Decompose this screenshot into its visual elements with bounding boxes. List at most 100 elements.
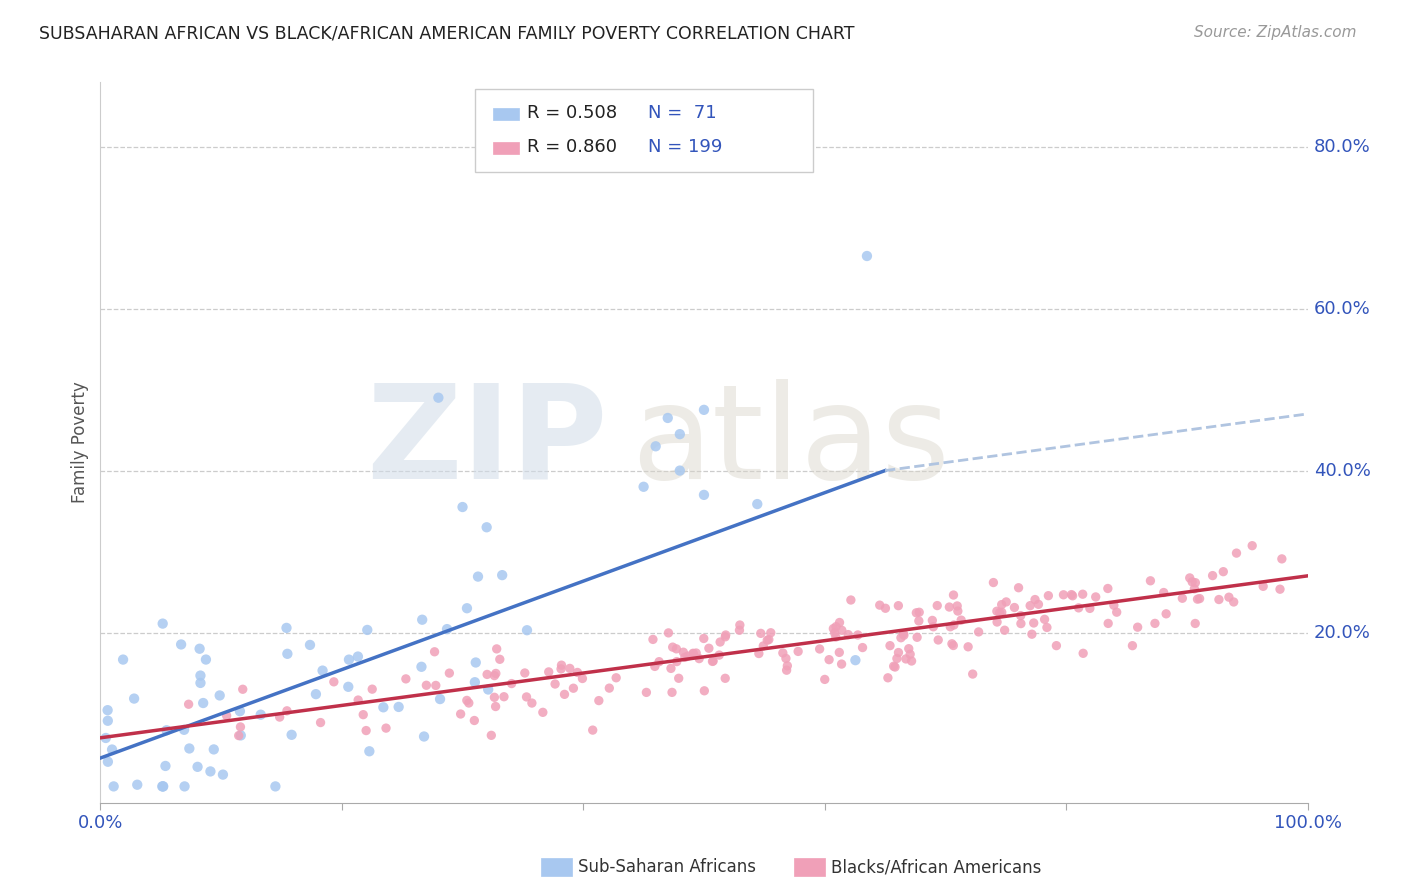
Point [1182, 582, 1205, 596]
Point [488, 652, 510, 666]
Point [193, 696, 215, 710]
Point [605, 671, 627, 685]
Point [828, 645, 851, 659]
Point [927, 599, 949, 613]
Point [897, 641, 920, 656]
Point [94, 731, 117, 745]
Text: Source: ZipAtlas.com: Source: ZipAtlas.com [1194, 25, 1357, 40]
Point [550, 662, 572, 676]
Point [450, 706, 472, 721]
Point [887, 646, 910, 660]
Point [1002, 600, 1025, 615]
Bar [492, 109, 519, 120]
Point [103, 780, 125, 794]
Point [354, 723, 377, 738]
Point [457, 696, 479, 710]
Point [883, 659, 905, 673]
Point [831, 657, 853, 671]
Point [714, 671, 737, 685]
Point [1038, 589, 1060, 603]
Point [967, 624, 990, 639]
Point [669, 427, 692, 442]
Point [1045, 639, 1067, 653]
Point [190, 676, 212, 690]
Point [877, 671, 900, 685]
Point [1139, 574, 1161, 588]
Point [728, 624, 751, 638]
Point [194, 652, 217, 666]
Point [1021, 627, 1043, 641]
Point [550, 658, 572, 673]
Point [464, 675, 486, 690]
Point [1188, 591, 1211, 606]
Point [894, 652, 917, 666]
Text: Sub-Saharan Africans: Sub-Saharan Africans [578, 858, 756, 876]
Point [927, 632, 949, 647]
Point [787, 644, 810, 658]
Point [249, 707, 271, 722]
Point [492, 690, 515, 704]
Point [229, 704, 252, 718]
Point [946, 604, 969, 618]
Point [276, 704, 298, 718]
Point [1184, 575, 1206, 590]
Point [747, 497, 769, 511]
Point [152, 780, 174, 794]
Point [633, 480, 655, 494]
Point [1171, 591, 1194, 606]
Point [361, 682, 384, 697]
Point [173, 780, 195, 794]
Point [879, 639, 901, 653]
Point [427, 391, 450, 405]
Point [1218, 591, 1240, 605]
Point [990, 605, 1012, 619]
Point [179, 741, 201, 756]
Point [187, 760, 209, 774]
Point [898, 647, 921, 661]
Text: Blacks/African Americans: Blacks/African Americans [831, 858, 1042, 876]
Point [1097, 616, 1119, 631]
Point [122, 691, 145, 706]
Point [1154, 607, 1177, 621]
Point [558, 661, 581, 675]
Point [439, 666, 461, 681]
Point [1268, 582, 1291, 597]
Point [942, 618, 965, 632]
Text: R = 0.860: R = 0.860 [527, 137, 617, 156]
Point [776, 658, 799, 673]
Point [356, 623, 378, 637]
Point [824, 630, 846, 644]
Point [846, 628, 869, 642]
Point [831, 624, 853, 638]
Text: 80.0%: 80.0% [1313, 137, 1371, 156]
Point [429, 692, 451, 706]
Point [484, 668, 506, 682]
Point [1105, 605, 1128, 619]
Point [983, 575, 1005, 590]
Text: 40.0%: 40.0% [1313, 461, 1371, 480]
Point [425, 678, 447, 692]
Point [851, 640, 873, 655]
Point [1184, 616, 1206, 631]
Point [359, 744, 381, 758]
Point [411, 613, 433, 627]
Point [276, 647, 298, 661]
Point [200, 764, 222, 779]
Point [415, 678, 437, 692]
Point [962, 667, 984, 681]
Point [423, 645, 446, 659]
Text: R = 0.508: R = 0.508 [527, 103, 617, 122]
Point [177, 698, 200, 712]
Point [693, 402, 716, 417]
Point [269, 710, 291, 724]
Point [373, 700, 395, 714]
Bar [475, 89, 813, 172]
Point [1201, 568, 1223, 582]
Point [772, 646, 794, 660]
Point [1010, 616, 1032, 631]
Point [467, 569, 489, 583]
Point [922, 620, 945, 634]
Point [752, 639, 775, 653]
Point [484, 699, 506, 714]
Point [1126, 620, 1149, 634]
